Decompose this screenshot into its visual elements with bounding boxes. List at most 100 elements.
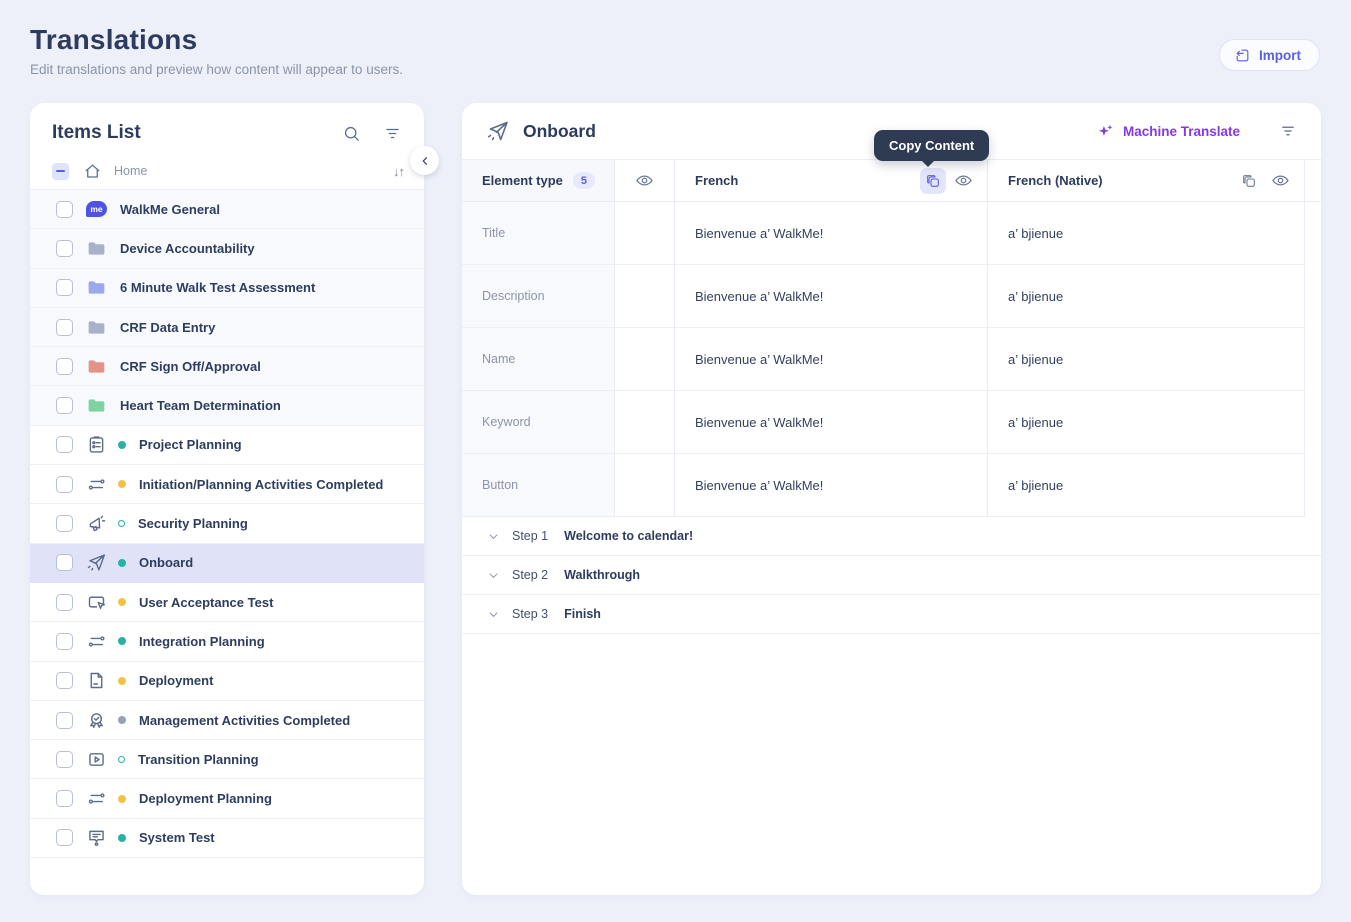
list-item-label: Onboard [139,555,194,571]
step-accordion[interactable]: Step 1 Welcome to calendar! [462,517,1321,556]
list-item[interactable]: Deployment Planning [30,779,424,819]
walkthru-icon [86,474,107,495]
page-subtitle: Edit translations and preview how conten… [30,62,403,77]
items-list-panel: Items List Home ↓↑ me WalkMe General Dev… [30,103,424,895]
item-checkbox[interactable] [56,554,73,572]
status-dot [118,794,126,803]
select-all-checkbox[interactable] [52,162,69,180]
status-dot [118,833,126,842]
walkthru-icon [86,631,107,652]
machine-translate-button[interactable]: Machine Translate [1096,122,1240,141]
element-type-cell: Button [462,454,615,517]
copy-column-button[interactable] [920,167,946,194]
native-column-header: French (Native) [988,160,1305,201]
item-checkbox[interactable] [56,475,73,493]
collapse-panel-button[interactable] [410,146,439,175]
step-accordion[interactable]: Step 2 Walkthrough [462,556,1321,595]
list-item-label: Management Activities Completed [139,712,351,728]
french-cell[interactable]: Bienvenue a’ WalkMe! [675,202,988,265]
badge-check-icon [86,710,107,731]
page-title: Translations [30,24,198,55]
french-cell[interactable]: Bienvenue a’ WalkMe! [675,391,988,454]
list-item-label: User Acceptance Test [139,594,274,610]
home-row[interactable]: Home ↓↑ [30,153,424,190]
table-row: Title Bienvenue a’ WalkMe! a’ bjienue [462,202,1321,265]
list-item[interactable]: Transition Planning [30,740,424,780]
copy-icon[interactable] [1241,173,1257,189]
paper-plane-icon [86,552,107,573]
french-cell[interactable]: Bienvenue a’ WalkMe! [675,265,988,328]
step-accordion[interactable]: Step 3 Finish [462,595,1321,634]
list-item[interactable]: 6 Minute Walk Test Assessment [30,268,424,308]
item-checkbox[interactable] [56,357,73,375]
list-item[interactable]: CRF Sign Off/Approval [30,347,424,387]
item-checkbox[interactable] [56,672,73,690]
list-item-label: System Test [139,830,215,846]
item-checkbox[interactable] [56,200,73,218]
import-button-label: Import [1259,47,1301,63]
table-header-row: Element type 5 French French (Native) [462,159,1321,202]
item-checkbox[interactable] [56,279,73,297]
list-item[interactable]: User Acceptance Test [30,582,424,623]
list-item[interactable]: Integration Planning [30,622,424,662]
import-button[interactable]: Import [1219,39,1320,71]
french-cell[interactable]: Bienvenue a’ WalkMe! [675,328,988,391]
native-cell[interactable]: a’ bjienue [988,265,1305,328]
list-item[interactable]: Management Activities Completed [30,700,424,741]
status-dot [118,637,126,646]
item-checkbox[interactable] [56,397,73,415]
list-item[interactable]: me WalkMe General [30,190,424,230]
list-item-label: Deployment [139,673,214,689]
element-type-label: Element type [482,173,563,188]
step-title: Finish [564,607,601,621]
native-cell[interactable]: a’ bjienue [988,391,1305,454]
status-dot [118,440,126,449]
list-item[interactable]: Project Planning [30,425,424,466]
sort-icon[interactable]: ↓↑ [393,163,405,179]
item-checkbox[interactable] [56,239,73,257]
french-column-header: French [675,160,988,201]
list-item[interactable]: Device Accountability [30,229,424,269]
item-checkbox[interactable] [56,515,73,533]
element-type-cell: Keyword [462,391,615,454]
eye-icon[interactable] [1271,171,1290,190]
step-prefix: Step 3 [512,607,549,621]
native-cell[interactable]: a’ bjienue [988,328,1305,391]
list-item[interactable]: Deployment [30,661,424,701]
task-icon [86,434,107,455]
native-cell[interactable]: a’ bjienue [988,454,1305,517]
walkme-badge-icon: me [86,201,107,218]
list-item[interactable]: System Test [30,818,424,859]
eye-icon[interactable] [635,171,654,190]
item-checkbox[interactable] [56,436,73,454]
item-checkbox[interactable] [56,711,73,729]
item-checkbox[interactable] [56,593,73,611]
filter-icon[interactable] [383,124,402,143]
item-checkbox[interactable] [56,750,73,768]
filter-icon[interactable] [1279,122,1297,140]
step-title: Welcome to calendar! [564,529,694,543]
list-item[interactable]: Heart Team Determination [30,386,424,426]
list-item[interactable]: Initiation/Planning Activities Completed [30,465,424,505]
native-cell[interactable]: a’ bjienue [988,202,1305,265]
status-dot [118,520,125,528]
list-item[interactable]: CRF Data Entry [30,307,424,348]
search-icon[interactable] [342,124,361,143]
item-checkbox[interactable] [56,790,73,808]
sparkle-icon [1096,122,1115,141]
list-item-selected[interactable]: Onboard [30,543,424,583]
list-item[interactable]: Security Planning [30,504,424,544]
item-checkbox[interactable] [56,632,73,650]
eye-icon[interactable] [954,171,973,190]
status-dot [118,480,126,489]
french-cell[interactable]: Bienvenue a’ WalkMe! [675,454,988,517]
machine-translate-label: Machine Translate [1122,123,1240,139]
folder-icon [86,317,107,338]
list-item-label: Transition Planning [138,751,259,767]
home-label: Home [114,164,148,178]
table-row: Keyword Bienvenue a’ WalkMe! a’ bjienue [462,391,1321,454]
item-checkbox[interactable] [56,829,73,847]
step-prefix: Step 2 [512,568,549,582]
item-checkbox[interactable] [56,318,73,336]
chevron-down-icon [486,607,501,622]
